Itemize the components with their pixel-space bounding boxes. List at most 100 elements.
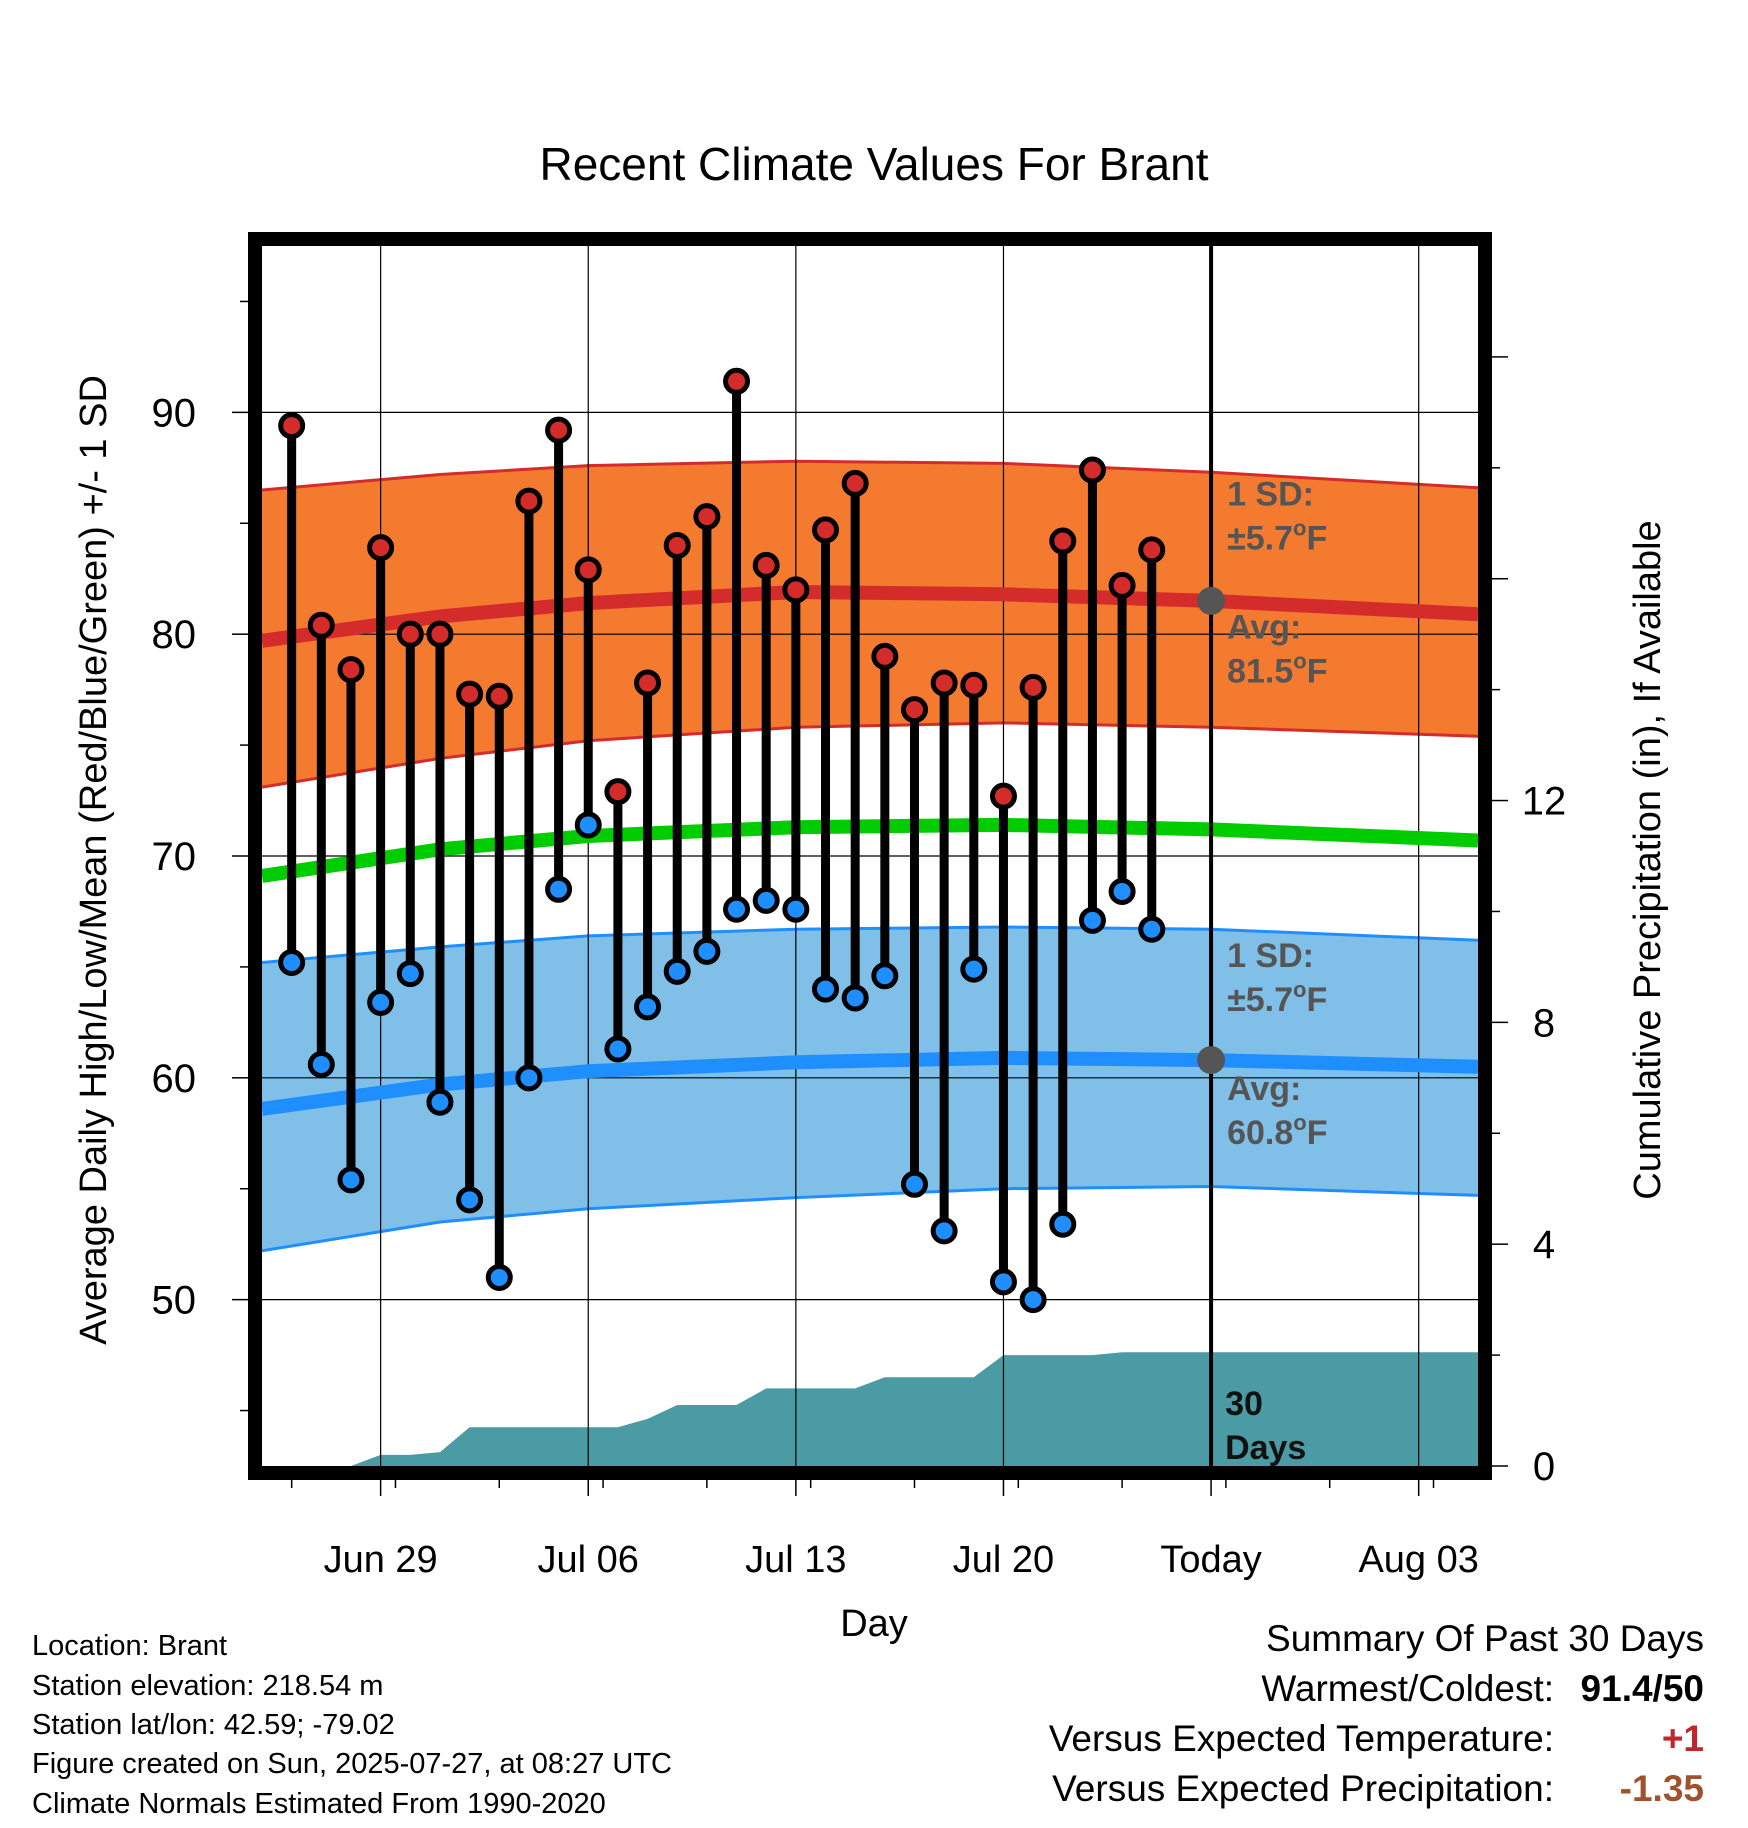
high-point bbox=[782, 576, 810, 604]
y2-tick-label-0: 0 bbox=[1533, 1445, 1555, 1489]
high-point bbox=[456, 680, 484, 708]
summary-warmest-row: Warmest/Coldest: 91.4/50 bbox=[1261, 1668, 1704, 1710]
precip-label: 30 Days bbox=[1225, 1385, 1306, 1467]
high-avg-label-line2: 81.5oF bbox=[1227, 649, 1327, 691]
high-point bbox=[515, 487, 543, 515]
high-point bbox=[545, 416, 573, 444]
low-point bbox=[367, 988, 395, 1016]
low-point bbox=[930, 1217, 958, 1245]
high-point bbox=[634, 669, 662, 697]
high-point bbox=[1049, 527, 1077, 555]
high-point bbox=[426, 620, 454, 648]
low-point bbox=[871, 962, 899, 990]
summary-warmest-label: Warmest/Coldest: bbox=[1261, 1668, 1554, 1709]
x-tick-label-5: Aug 03 bbox=[1358, 1539, 1478, 1581]
low-point bbox=[485, 1263, 513, 1291]
high-point bbox=[900, 696, 928, 724]
low-sd-band bbox=[262, 927, 1478, 1251]
x-tick-label-1: Jul 06 bbox=[538, 1539, 639, 1581]
low-point bbox=[604, 1035, 632, 1063]
high-point bbox=[693, 503, 721, 531]
y-tick-label-70: 70 bbox=[152, 835, 197, 879]
high-point bbox=[1108, 571, 1136, 599]
footer-elevation: Station elevation: 218.54 m bbox=[32, 1670, 384, 1702]
x-axis-label: Day bbox=[840, 1603, 908, 1645]
low-point bbox=[782, 895, 810, 923]
high-point bbox=[663, 531, 691, 559]
high-sd-label: 1 SD:±5.7oF bbox=[1227, 476, 1327, 558]
low-point bbox=[663, 957, 691, 985]
high-point bbox=[367, 534, 395, 562]
y-tick-label-90: 90 bbox=[152, 391, 197, 435]
low-point bbox=[693, 937, 721, 965]
footer-normals: Climate Normals Estimated From 1990-2020 bbox=[32, 1788, 606, 1820]
chart-title: Recent Climate Values For Brant bbox=[540, 138, 1209, 190]
low-avg-label-line2: 60.8oF bbox=[1227, 1110, 1327, 1152]
high-point bbox=[574, 556, 602, 584]
low-point bbox=[307, 1051, 335, 1079]
low-sd-label: 1 SD:±5.7oF bbox=[1227, 937, 1327, 1019]
y-tick-label-60: 60 bbox=[152, 1057, 197, 1101]
low-point bbox=[337, 1166, 365, 1194]
low-avg-label-line1: Avg: bbox=[1227, 1070, 1301, 1108]
high-sd-label-line2: ±5.7oF bbox=[1227, 516, 1327, 558]
high-point bbox=[723, 367, 751, 395]
low-point bbox=[574, 811, 602, 839]
high-sd-band bbox=[262, 461, 1478, 788]
low-sd-label-line2: ±5.7oF bbox=[1227, 977, 1327, 1019]
footer-created: Figure created on Sun, 2025-07-27, at 08… bbox=[32, 1748, 672, 1780]
plot-border bbox=[248, 232, 1492, 1480]
summary-temp-row: Versus Expected Temperature: +1 bbox=[1049, 1718, 1704, 1760]
daily-range-stems bbox=[287, 381, 1157, 1300]
x-tick-label-0: Jun 29 bbox=[324, 1539, 438, 1581]
low-point bbox=[634, 993, 662, 1021]
low-point bbox=[989, 1268, 1017, 1296]
high-point bbox=[278, 412, 306, 440]
x-tick-label-3: Jul 20 bbox=[953, 1539, 1054, 1581]
high-avg-label-line1: Avg: bbox=[1227, 609, 1301, 647]
high-sd-label-line1: 1 SD: bbox=[1227, 476, 1314, 514]
plot-frame bbox=[248, 232, 1492, 1480]
summary-temp-label: Versus Expected Temperature: bbox=[1048, 1718, 1554, 1759]
low-point bbox=[960, 955, 988, 983]
high-point bbox=[960, 671, 988, 699]
high-point bbox=[930, 669, 958, 697]
low-point bbox=[396, 960, 424, 988]
high-point bbox=[396, 620, 424, 648]
low-point bbox=[900, 1170, 928, 1198]
precip-label-line2: Days bbox=[1225, 1429, 1306, 1467]
y2-tick-label-8: 8 bbox=[1533, 1001, 1555, 1045]
high-point bbox=[1019, 673, 1047, 701]
low-point bbox=[426, 1088, 454, 1116]
summary-precip-value: -1.35 bbox=[1619, 1768, 1704, 1809]
low-avg-marker bbox=[1197, 1046, 1226, 1075]
high-point bbox=[871, 642, 899, 670]
high-point bbox=[812, 516, 840, 544]
low-point bbox=[1019, 1286, 1047, 1314]
precip-fill bbox=[350, 1352, 1478, 1466]
summary-title: Summary Of Past 30 Days bbox=[1266, 1618, 1704, 1659]
low-point bbox=[1078, 906, 1106, 934]
axes: 50 60 70 80 90 0 4 8 12 Jun 29 Jul 06 Jul 13 Jul 20 T… bbox=[73, 138, 1669, 1645]
y-tick-label-80: 80 bbox=[152, 613, 197, 657]
y-tick-label-50: 50 bbox=[152, 1279, 197, 1323]
low-point bbox=[812, 975, 840, 1003]
low-point bbox=[752, 886, 780, 914]
high-point bbox=[1078, 456, 1106, 484]
footer-location: Location: Brant bbox=[32, 1630, 228, 1662]
y-axis-label: Average Daily High/Low/Mean (Red/Blue/Gr… bbox=[73, 375, 115, 1345]
low-point bbox=[841, 984, 869, 1012]
summary-precip-row: Versus Expected Precipitation: -1.35 bbox=[1052, 1768, 1704, 1810]
high-avg-label: Avg:81.5oF bbox=[1227, 609, 1327, 691]
y2-axis-label: Cumulative Precipitation (in), If Availa… bbox=[1627, 520, 1669, 1199]
low-point bbox=[723, 895, 751, 923]
high-point bbox=[841, 469, 869, 497]
high-point bbox=[1138, 536, 1166, 564]
low-point bbox=[456, 1186, 484, 1214]
y2-tick-label-12: 12 bbox=[1522, 780, 1567, 824]
x-tick-label-4: Today bbox=[1160, 1539, 1261, 1581]
high-avg-marker bbox=[1197, 586, 1226, 615]
summary-warmest-value: 91.4/50 bbox=[1580, 1668, 1704, 1709]
summary-temp-value: +1 bbox=[1661, 1718, 1704, 1759]
